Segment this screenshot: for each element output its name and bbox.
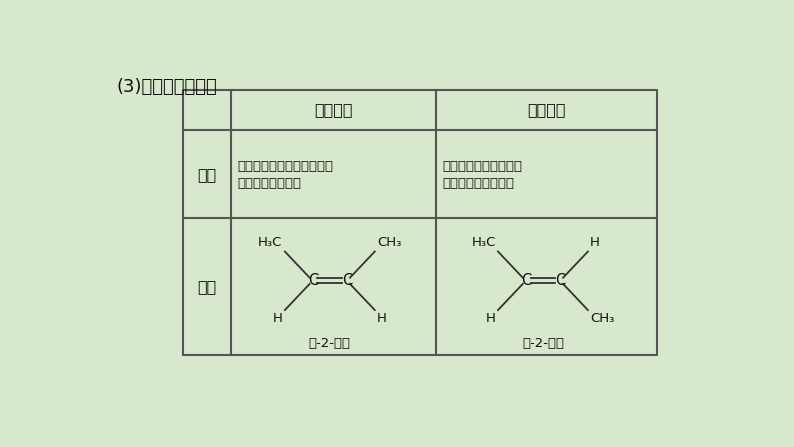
Text: 团排列在双键的两侧: 团排列在双键的两侧 (442, 177, 515, 190)
Text: H₃C: H₃C (472, 236, 495, 249)
Text: C: C (521, 273, 531, 288)
Text: C: C (307, 273, 318, 288)
Text: 两个相同的原子或原子: 两个相同的原子或原子 (442, 160, 522, 173)
Text: (3)两种异构形式。: (3)两种异构形式。 (116, 78, 217, 96)
Text: C: C (341, 273, 352, 288)
Text: 列在双键的同一侧: 列在双键的同一侧 (237, 177, 301, 190)
Text: CH₃: CH₃ (377, 236, 402, 249)
Text: H: H (272, 312, 283, 325)
Text: 顺-2-丁烯: 顺-2-丁烯 (309, 337, 351, 350)
Text: H: H (590, 236, 600, 249)
Text: H₃C: H₃C (258, 236, 283, 249)
Text: 两个相同的原子或原子团排: 两个相同的原子或原子团排 (237, 160, 333, 173)
Text: CH₃: CH₃ (590, 312, 615, 325)
Text: H: H (377, 312, 387, 325)
Text: 顺式结构: 顺式结构 (314, 102, 353, 118)
Text: C: C (555, 273, 565, 288)
Text: H: H (486, 312, 495, 325)
Text: 反-2-丁烯: 反-2-丁烯 (522, 337, 564, 350)
Text: 反式结构: 反式结构 (527, 102, 566, 118)
Text: 特点: 特点 (198, 167, 217, 181)
Text: 实例: 实例 (198, 279, 217, 295)
